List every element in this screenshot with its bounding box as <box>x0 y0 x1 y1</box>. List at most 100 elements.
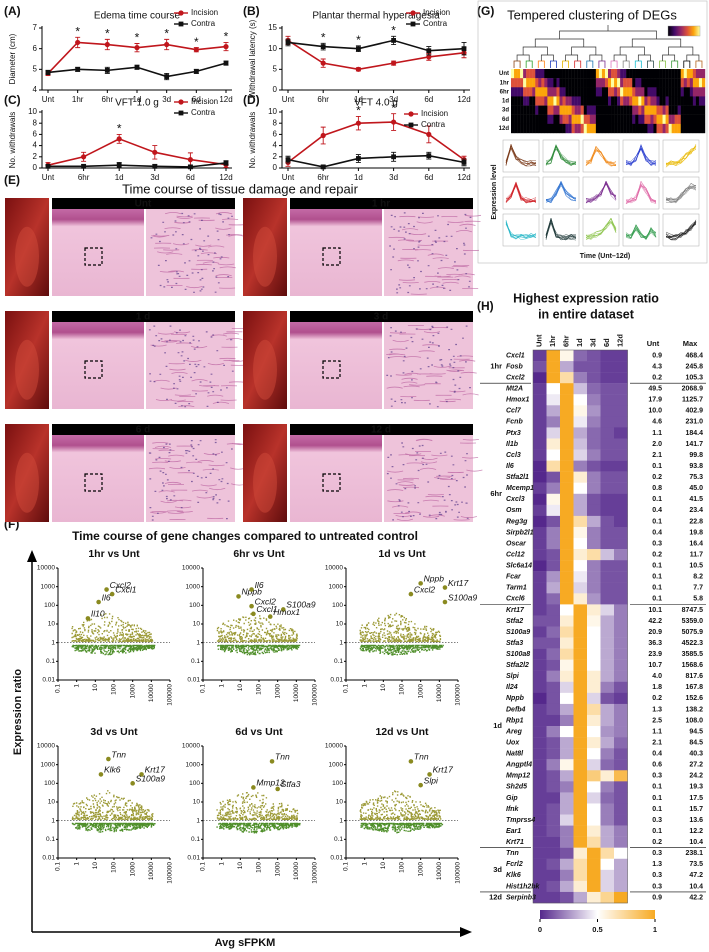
heatmap-cell <box>560 681 574 694</box>
cluster-cell <box>614 69 618 79</box>
heatmap-cell <box>600 847 615 859</box>
cluster-cell <box>614 87 618 97</box>
y-tick-label: 10 <box>336 621 344 628</box>
heatmap-cell <box>614 405 628 417</box>
group-label: 12d <box>489 892 502 901</box>
cluster-thumb <box>662 139 700 173</box>
cluster-cell <box>653 123 657 134</box>
heatmap-cell <box>546 847 561 859</box>
highlight-point <box>249 587 254 592</box>
cluster-cell <box>611 96 615 106</box>
max-value: 7.7 <box>693 585 703 592</box>
heatmap-cell <box>600 593 615 605</box>
heatmap-cell <box>587 582 601 594</box>
cluster-cell <box>638 123 642 134</box>
cluster-cell <box>583 123 587 134</box>
cluster-cell <box>541 105 545 115</box>
marker <box>75 66 81 72</box>
gene-label: Areg <box>505 728 523 735</box>
max-value: 245.8 <box>685 363 703 370</box>
cluster-cell <box>614 105 618 115</box>
y-tick-label: 100 <box>44 780 55 787</box>
cluster-cell <box>568 105 572 115</box>
x-tick-label: 3d <box>150 173 159 182</box>
cluster-cell <box>595 123 600 134</box>
heatmap-cell <box>587 449 601 461</box>
cluster-cell <box>665 123 669 134</box>
heatmap-cell <box>600 659 615 671</box>
x-tick-label: 100000 <box>455 862 462 884</box>
cluster-cell <box>674 69 678 79</box>
cluster-cell <box>617 87 621 97</box>
heatmap-cell <box>533 737 547 749</box>
cluster-cell <box>535 96 539 106</box>
unt-value: 0.1 <box>652 828 662 835</box>
heatmap-cell <box>533 571 547 583</box>
heatmap-cell <box>587 880 601 893</box>
heatmap-cell <box>560 526 574 539</box>
cluster-cell <box>517 78 521 88</box>
heatmap-cell <box>587 350 601 362</box>
cluster-cell <box>565 78 569 88</box>
heatmap-cell <box>560 748 574 760</box>
heatmap-cell <box>546 571 561 583</box>
unt-value: 0.1 <box>652 496 662 503</box>
gene-label: Nppb <box>506 695 525 702</box>
y-tick-label: 10000 <box>182 565 200 572</box>
marker <box>116 162 122 168</box>
heatmap-cell <box>560 538 574 550</box>
x-tick-label: 6d <box>192 95 201 104</box>
heatmap-cell <box>587 471 601 483</box>
cluster-cell <box>623 78 627 88</box>
x-tick-label: 1hr <box>72 95 84 104</box>
x-tick-label: 100000 <box>167 862 174 884</box>
cluster-cell <box>514 69 518 79</box>
marker <box>81 154 87 160</box>
point-cloud <box>71 613 154 643</box>
panel-title: Time course of gene changes compared to … <box>72 529 418 543</box>
x-tick-label: 10000 <box>293 862 300 880</box>
unt-value: 0.1 <box>652 574 662 581</box>
column-label: Unt <box>535 334 544 347</box>
heatmap-cell <box>560 416 574 428</box>
heatmap-cell <box>600 748 615 760</box>
y-tick-label: 10 <box>28 107 37 116</box>
y-tick-label: 0.1 <box>46 658 55 665</box>
heatmap-cell <box>600 637 615 649</box>
heatmap-cell <box>533 372 547 384</box>
unt-value: 1.1 <box>652 430 662 437</box>
heatmap-cell <box>614 659 628 671</box>
heatmap-cell <box>600 571 615 583</box>
x-tick-label: 1000 <box>129 684 136 699</box>
heatmap-cell <box>533 637 547 649</box>
unt-value: 10.0 <box>648 408 662 415</box>
heatmap-cell <box>573 604 588 616</box>
chart-title: 12d vs Unt <box>375 726 429 738</box>
heatmap-cell <box>533 593 547 605</box>
y-tick-label: 10000 <box>325 565 343 572</box>
heatmap-cell <box>546 383 561 395</box>
cluster-cell <box>611 114 615 125</box>
cluster-cell <box>523 96 527 106</box>
cluster-cell <box>674 123 678 134</box>
cluster-cell <box>683 69 688 79</box>
heatmap-cell <box>587 759 601 771</box>
heatmap-cell <box>560 692 574 705</box>
heatmap-cell <box>533 891 547 904</box>
cluster-cell <box>544 105 548 115</box>
cluster-thumb <box>582 213 620 247</box>
gene-label: Hist1h2bk <box>506 883 541 890</box>
marker <box>320 60 326 66</box>
unt-value: 0.2 <box>652 695 662 702</box>
heatmap-cell <box>600 526 615 539</box>
cluster-cell <box>532 96 536 106</box>
column-label: 6hr <box>562 335 571 347</box>
y-axis-title: No. withdrawals <box>248 112 257 168</box>
heatmap-cell <box>600 383 615 395</box>
heatmap-cell <box>573 449 588 461</box>
legend-label: Incision <box>191 8 218 17</box>
timepoint-label: Unt <box>135 199 152 210</box>
marker <box>193 47 199 53</box>
heatmap-cell <box>546 350 561 362</box>
cluster-cell <box>547 123 551 134</box>
